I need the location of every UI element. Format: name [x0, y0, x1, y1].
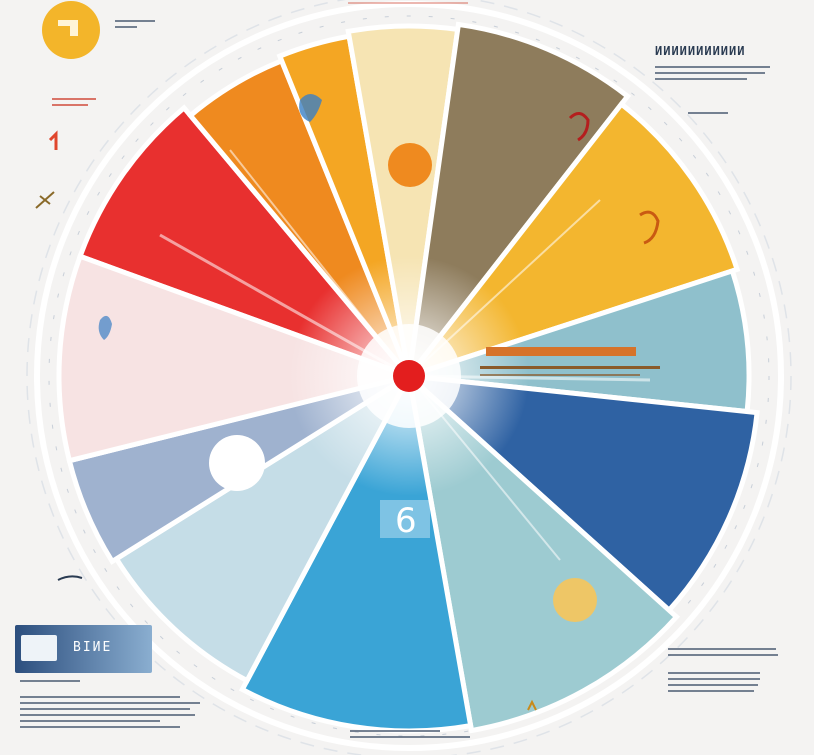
red-mark-icon	[48, 130, 58, 150]
bottom-left-text-lines	[20, 680, 200, 732]
blue-glyph-icon	[299, 94, 322, 122]
grass-icon	[57, 575, 83, 581]
moon-icon	[553, 578, 597, 622]
segment-blush	[56, 253, 418, 464]
left-red-label	[52, 98, 96, 110]
badge-label: ВІИЕ	[73, 640, 113, 655]
bottom-right-text-lines	[668, 648, 778, 696]
cream-text-bars	[480, 347, 660, 376]
top-left-text-lines	[115, 20, 155, 32]
badge-card: ВІИЕ	[15, 625, 152, 673]
pen-icon	[35, 191, 55, 209]
headline-right: ИИИИИИИИИИИ	[655, 44, 746, 58]
small-leaf-icon	[527, 699, 537, 711]
six-glyph: 6	[395, 501, 417, 541]
badge-chip-icon	[21, 635, 57, 661]
top-right-small-line	[688, 112, 728, 118]
orange-badge-icon	[388, 143, 432, 187]
top-center-text-lines	[348, 2, 468, 8]
outer-ring	[26, 0, 792, 755]
center-dot-icon	[393, 360, 425, 392]
bird-icon	[98, 315, 112, 340]
six-tile	[380, 500, 430, 538]
sun-icon	[209, 435, 265, 491]
swirl-icon	[639, 210, 660, 245]
red-swirl-icon	[568, 112, 590, 142]
top-right-text-lines	[655, 66, 770, 84]
coin-glyph	[58, 20, 78, 36]
bottom-center-text-lines	[350, 730, 470, 742]
